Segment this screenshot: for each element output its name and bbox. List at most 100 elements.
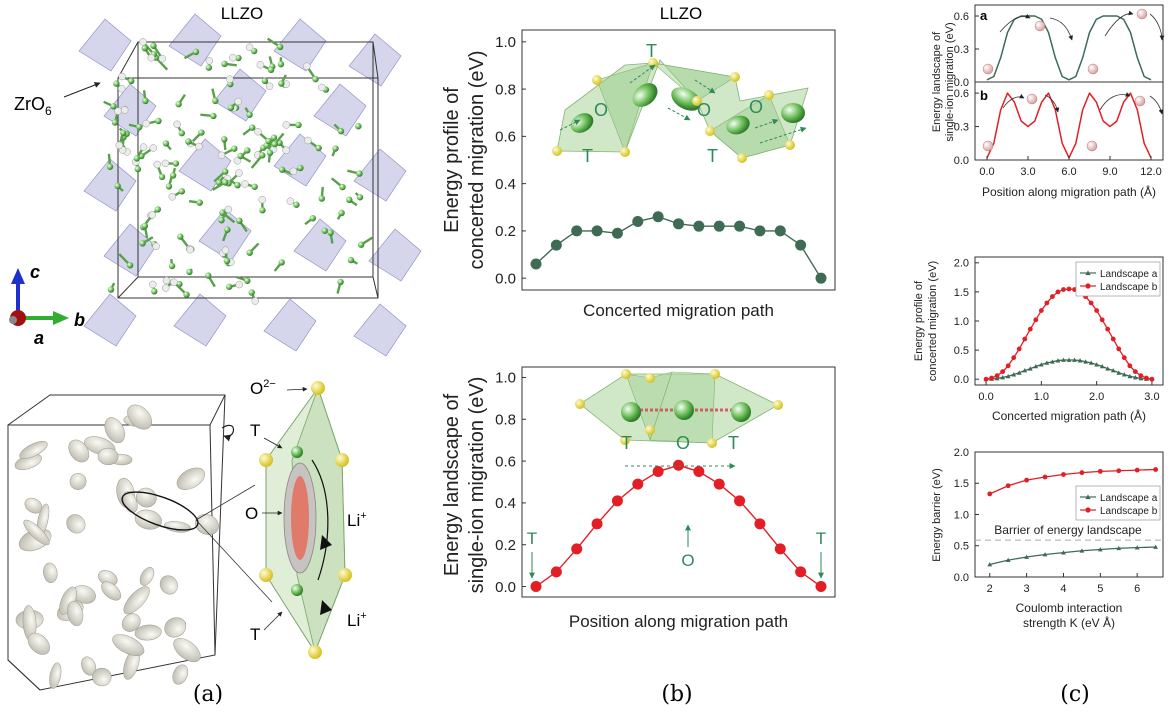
density-blob	[163, 521, 192, 533]
li-site	[315, 144, 322, 152]
li-bottom-label: Li+	[347, 610, 367, 630]
series-line	[535, 464, 822, 588]
li-site	[221, 136, 228, 143]
data-point	[652, 211, 664, 223]
o-atom	[142, 119, 150, 128]
data-point	[530, 581, 542, 593]
data-point	[1044, 360, 1050, 365]
li-site	[134, 165, 142, 173]
ion-sphere	[1136, 8, 1148, 20]
li-site	[278, 259, 285, 266]
hop-arrow	[999, 13, 1031, 33]
hop-arrow	[1049, 17, 1073, 41]
data-point	[1110, 336, 1116, 342]
o-atom	[149, 280, 157, 289]
data-point	[550, 239, 562, 251]
data-point	[1088, 360, 1094, 365]
li-site	[278, 166, 286, 173]
x-axis-label: Position along migration path (Å)	[982, 184, 1156, 199]
o-atom	[265, 82, 274, 90]
li-site	[337, 127, 345, 135]
li-site	[231, 145, 238, 152]
y-axis-label-line-1: Energy landscape of	[931, 31, 943, 132]
y-tick-label: 1.0	[495, 34, 516, 51]
x-tick-label: 9.0	[1102, 166, 1117, 178]
li-site	[309, 215, 317, 222]
li-site	[271, 140, 278, 148]
rotate-arrow-icon	[221, 424, 235, 442]
data-point	[1097, 468, 1103, 474]
o-atom	[233, 157, 242, 165]
zro6-octahedron	[313, 83, 367, 137]
data-point	[1121, 372, 1127, 377]
ion-sphere	[1134, 95, 1146, 107]
li-site	[312, 75, 319, 83]
li-site	[218, 217, 225, 224]
data-point	[652, 466, 664, 478]
density-blob	[27, 632, 50, 655]
o-atom	[158, 54, 167, 63]
data-point	[994, 373, 1000, 379]
series-line	[989, 546, 1156, 566]
li-site	[114, 182, 121, 190]
data-point	[1134, 467, 1140, 473]
li-site	[277, 60, 285, 68]
li-site	[186, 268, 193, 276]
li-site	[223, 257, 231, 265]
o-atom	[168, 193, 177, 201]
data-point	[1044, 300, 1050, 306]
zro6-octahedron	[83, 293, 137, 347]
data-point	[754, 518, 766, 530]
y-tick-label: 0.8	[495, 412, 516, 429]
li-site	[259, 152, 266, 159]
isosurface-box-illustration	[7, 394, 273, 691]
li-site	[346, 196, 353, 204]
y-tick-label: 0.0	[495, 579, 516, 596]
density-blob	[134, 624, 162, 641]
y-tick-label: 0.5	[954, 345, 969, 357]
o-atom	[120, 106, 129, 114]
li-site	[227, 104, 235, 112]
data-point	[1024, 477, 1030, 483]
y-axis-label-line-2: single-ion migration (eV)	[466, 377, 488, 594]
series-line	[986, 15, 1152, 81]
data-point	[1077, 358, 1083, 363]
o-atom	[221, 246, 230, 254]
data-point	[1011, 372, 1017, 377]
data-point	[591, 225, 603, 237]
zro6-octahedron	[173, 293, 227, 347]
li-site	[210, 112, 217, 120]
li-site	[120, 129, 127, 137]
li-site	[225, 283, 233, 290]
data-point	[673, 218, 684, 230]
li-site	[162, 140, 170, 147]
density-blob	[112, 634, 145, 657]
o-atom	[205, 57, 214, 65]
inset-bottom-t1: T	[621, 433, 632, 453]
data-point	[1061, 472, 1066, 477]
data-point	[713, 478, 725, 490]
li-site	[248, 289, 255, 296]
li-site	[136, 123, 143, 131]
o-atom	[118, 72, 126, 81]
y-tick-label: 0.6	[954, 88, 969, 100]
hop-arrow	[1044, 94, 1060, 113]
x-axis-label-line-1: Coulomb interaction	[1016, 601, 1123, 615]
data-point	[1033, 317, 1039, 323]
data-point	[1132, 369, 1138, 375]
series-line	[989, 468, 1156, 495]
li-site	[139, 240, 146, 247]
data-point	[1055, 289, 1061, 295]
zro6-octahedron	[78, 18, 132, 72]
data-point	[1038, 362, 1044, 367]
o-atom	[282, 121, 290, 129]
y-tick-label: 0.0	[954, 77, 969, 89]
li-site	[172, 160, 180, 167]
o-atom	[228, 53, 237, 62]
caption-b: (b)	[661, 682, 692, 707]
li-site	[244, 147, 251, 154]
x-tick-label: 6	[1134, 583, 1140, 595]
density-blob	[66, 600, 84, 627]
inset-top-o2: O	[697, 100, 711, 120]
